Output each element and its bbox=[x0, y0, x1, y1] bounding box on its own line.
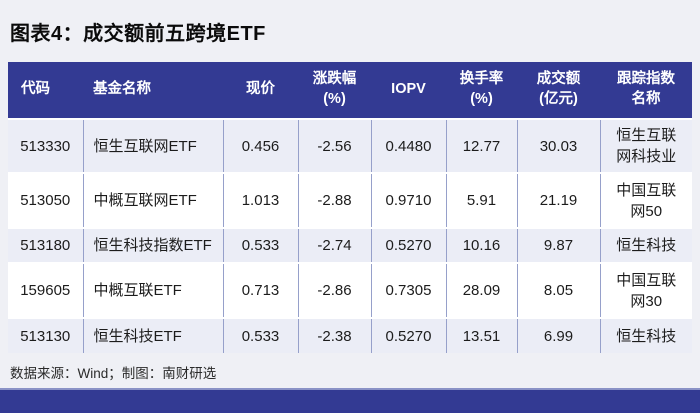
cell-change: -2.38 bbox=[298, 317, 372, 353]
cell-turnover-amount: 6.99 bbox=[517, 317, 601, 353]
cell-change: -2.86 bbox=[298, 262, 372, 318]
table-header: 代码 基金名称 现价 涨跌幅 (%) IOPV 换手率 (%) 成交额 (亿元)… bbox=[8, 62, 692, 119]
cell-turnover-amount: 8.05 bbox=[517, 262, 601, 318]
cell-price: 1.013 bbox=[223, 172, 299, 228]
cell-turnover-rate: 28.09 bbox=[446, 262, 518, 318]
cell-code: 513180 bbox=[8, 227, 84, 263]
cell-turnover-amount: 30.03 bbox=[517, 118, 601, 173]
cell-index-name: 恒生互联 网科技业 bbox=[600, 118, 692, 173]
cell-change: -2.74 bbox=[298, 227, 372, 263]
source-note: 数据来源：Wind；制图：南财研选 bbox=[10, 366, 217, 381]
cell-name: 恒生科技ETF bbox=[83, 317, 224, 353]
cell-turnover-amount: 9.87 bbox=[517, 227, 601, 263]
cell-change: -2.88 bbox=[298, 172, 372, 228]
table-row: 513330 恒生互联网ETF 0.456 -2.56 0.4480 12.77… bbox=[8, 118, 692, 173]
cell-change: -2.56 bbox=[298, 118, 372, 173]
table-row: 159605 中概互联ETF 0.713 -2.86 0.7305 28.09 … bbox=[8, 262, 692, 318]
column-header-code: 代码 bbox=[8, 62, 83, 119]
cell-iopv: 0.4480 bbox=[371, 118, 447, 173]
footer-bar bbox=[0, 388, 700, 413]
cell-index-name: 恒生科技 bbox=[600, 317, 692, 353]
cell-price: 0.533 bbox=[223, 317, 299, 353]
column-header-index-name: 跟踪指数 名称 bbox=[600, 62, 692, 119]
column-header-turnover-amount: 成交额 (亿元) bbox=[517, 62, 600, 119]
cell-price: 0.533 bbox=[223, 227, 299, 263]
etf-table: 代码 基金名称 现价 涨跌幅 (%) IOPV 换手率 (%) 成交额 (亿元)… bbox=[8, 62, 692, 353]
column-header-price: 现价 bbox=[223, 62, 298, 119]
cell-turnover-amount: 21.19 bbox=[517, 172, 601, 228]
header-row: 代码 基金名称 现价 涨跌幅 (%) IOPV 换手率 (%) 成交额 (亿元)… bbox=[8, 62, 692, 119]
cell-turnover-rate: 12.77 bbox=[446, 118, 518, 173]
column-header-change: 涨跌幅 (%) bbox=[298, 62, 371, 119]
cell-code: 513130 bbox=[8, 317, 84, 353]
cell-name: 中概互联ETF bbox=[83, 262, 224, 318]
cell-turnover-rate: 10.16 bbox=[446, 227, 518, 263]
table-body: 513330 恒生互联网ETF 0.456 -2.56 0.4480 12.77… bbox=[8, 118, 692, 353]
cell-iopv: 0.5270 bbox=[371, 317, 447, 353]
column-header-name: 基金名称 bbox=[83, 62, 223, 119]
cell-turnover-rate: 5.91 bbox=[446, 172, 518, 228]
table-row: 513130 恒生科技ETF 0.533 -2.38 0.5270 13.51 … bbox=[8, 317, 692, 353]
table-row: 513180 恒生科技指数ETF 0.533 -2.74 0.5270 10.1… bbox=[8, 227, 692, 263]
cell-price: 0.456 bbox=[223, 118, 299, 173]
cell-name: 恒生科技指数ETF bbox=[83, 227, 224, 263]
cell-iopv: 0.7305 bbox=[371, 262, 447, 318]
cell-code: 513050 bbox=[8, 172, 84, 228]
cell-index-name: 中国互联 网50 bbox=[600, 172, 692, 228]
column-header-turnover-rate: 换手率 (%) bbox=[446, 62, 517, 119]
cell-index-name: 恒生科技 bbox=[600, 227, 692, 263]
cell-index-name: 中国互联 网30 bbox=[600, 262, 692, 318]
cell-iopv: 0.5270 bbox=[371, 227, 447, 263]
cell-code: 513330 bbox=[8, 118, 84, 173]
cell-iopv: 0.9710 bbox=[371, 172, 447, 228]
cell-name: 恒生互联网ETF bbox=[83, 118, 224, 173]
cell-code: 159605 bbox=[8, 262, 84, 318]
cell-name: 中概互联网ETF bbox=[83, 172, 224, 228]
table-row: 513050 中概互联网ETF 1.013 -2.88 0.9710 5.91 … bbox=[8, 172, 692, 228]
column-header-iopv: IOPV bbox=[371, 62, 446, 119]
cell-price: 0.713 bbox=[223, 262, 299, 318]
cell-turnover-rate: 13.51 bbox=[446, 317, 518, 353]
figure-title: 图表4：成交额前五跨境ETF bbox=[10, 23, 266, 45]
